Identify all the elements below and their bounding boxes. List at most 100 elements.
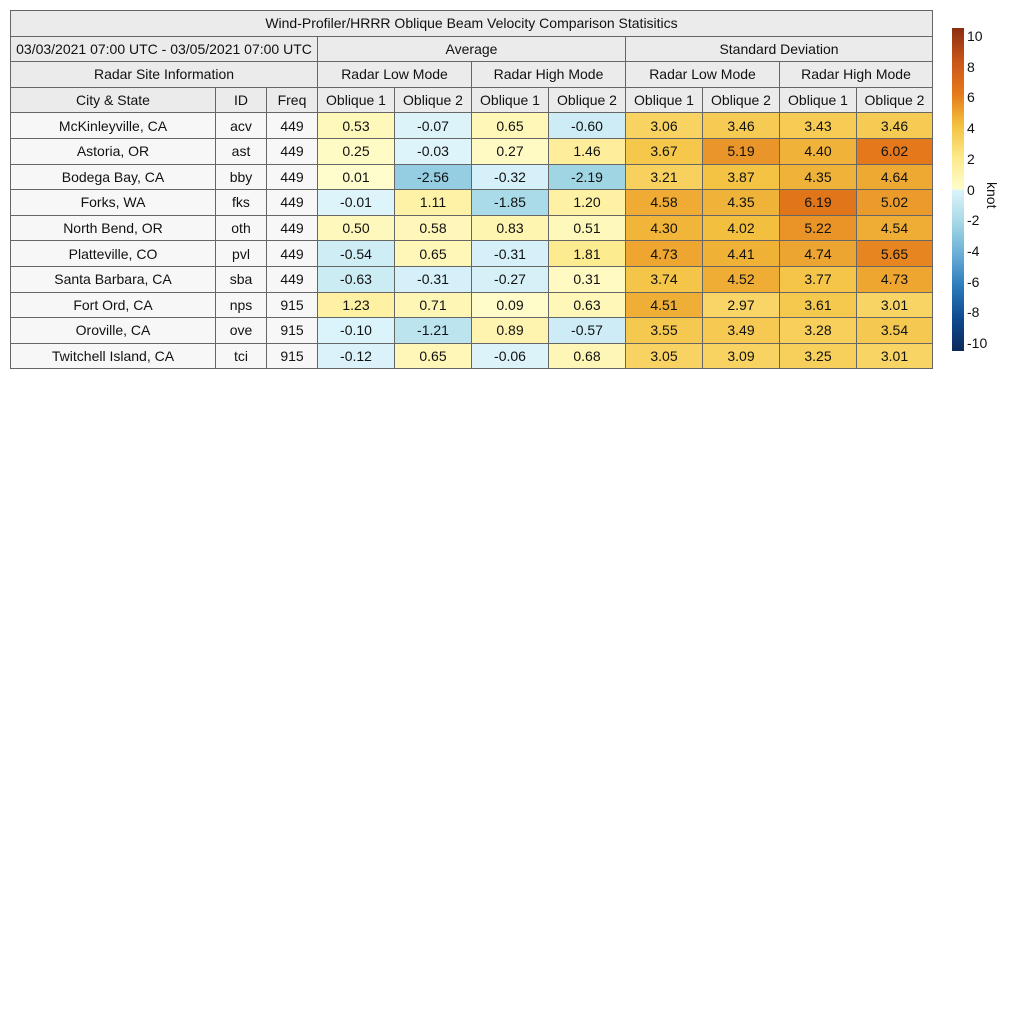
- value-cell: -2.19: [548, 163, 626, 191]
- table-title: Wind-Profiler/HRRR Oblique Beam Velocity…: [10, 10, 933, 37]
- site-city: Fort Ord, CA: [10, 291, 216, 319]
- value-cell: 3.55: [625, 317, 703, 344]
- site-info-header: Radar Site Information: [10, 61, 318, 88]
- value-cell: 3.46: [856, 112, 933, 139]
- colorbar-tick: -8: [967, 304, 980, 321]
- value-cell: 1.11: [394, 189, 472, 216]
- site-city: Astoria, OR: [10, 137, 216, 165]
- colorbar-tick: 10: [967, 28, 983, 44]
- site-freq: 449: [266, 137, 318, 165]
- column-header: Oblique 1: [779, 86, 857, 114]
- value-cell: 0.65: [394, 240, 472, 267]
- site-id: sba: [215, 265, 267, 293]
- table-row: Santa Barbara, CA sba 449 -0.63 -0.31 -0.27 0.…: [10, 265, 933, 293]
- site-freq: 915: [266, 317, 318, 344]
- value-cell: -0.27: [471, 265, 549, 293]
- value-cell: 3.25: [779, 342, 857, 370]
- value-cell: 3.54: [856, 317, 933, 344]
- value-cell: 5.65: [856, 240, 933, 267]
- subgroup-header: Radar Low Mode: [625, 61, 780, 88]
- column-header: Oblique 2: [856, 86, 933, 114]
- site-freq: 449: [266, 163, 318, 191]
- value-cell: 3.46: [702, 112, 780, 139]
- value-cell: 3.28: [779, 317, 857, 344]
- colorbar-label: knot: [984, 182, 1000, 209]
- value-cell: 4.64: [856, 163, 933, 191]
- colorbar-tick: 2: [967, 150, 975, 167]
- column-header: Oblique 2: [702, 86, 780, 114]
- value-cell: 6.02: [856, 137, 933, 165]
- site-freq: 449: [266, 265, 318, 293]
- table-row: Forks, WA fks 449 -0.01 1.11 -1.85 1.20 4.58 4.3…: [10, 189, 933, 216]
- value-cell: 0.25: [317, 137, 395, 165]
- value-cell: 3.09: [702, 342, 780, 370]
- value-cell: 3.77: [779, 265, 857, 293]
- value-cell: 0.53: [317, 112, 395, 139]
- value-cell: 3.05: [625, 342, 703, 370]
- table-row: Fort Ord, CA nps 915 1.23 0.71 0.09 0.63 4.51 2.…: [10, 291, 933, 319]
- value-cell: 4.35: [779, 163, 857, 191]
- value-cell: 6.19: [779, 189, 857, 216]
- value-cell: 1.46: [548, 137, 626, 165]
- site-city: Santa Barbara, CA: [10, 265, 216, 293]
- value-cell: 3.49: [702, 317, 780, 344]
- colorbar-tick: -10: [967, 335, 988, 351]
- site-id: fks: [215, 189, 267, 216]
- site-id: acv: [215, 112, 267, 139]
- value-cell: 5.19: [702, 137, 780, 165]
- colorbar-tick: 0: [967, 181, 975, 198]
- column-header: City & State: [10, 86, 216, 114]
- value-cell: 0.83: [471, 214, 549, 242]
- value-cell: -0.31: [394, 265, 472, 293]
- value-cell: 5.02: [856, 189, 933, 216]
- value-cell: 3.61: [779, 291, 857, 319]
- value-cell: 4.51: [625, 291, 703, 319]
- site-city: McKinleyville, CA: [10, 112, 216, 139]
- site-id: tci: [215, 342, 267, 370]
- subgroup-header: Radar High Mode: [779, 61, 933, 88]
- value-cell: 4.41: [702, 240, 780, 267]
- value-cell: 4.54: [856, 214, 933, 242]
- value-cell: -1.85: [471, 189, 549, 216]
- column-header: Oblique 1: [471, 86, 549, 114]
- value-cell: -0.12: [317, 342, 395, 370]
- site-city: Oroville, CA: [10, 317, 216, 344]
- value-cell: -0.10: [317, 317, 395, 344]
- value-cell: -1.21: [394, 317, 472, 344]
- site-freq: 449: [266, 189, 318, 216]
- value-cell: 4.73: [625, 240, 703, 267]
- value-cell: 0.63: [548, 291, 626, 319]
- value-cell: -0.01: [317, 189, 395, 216]
- value-cell: 0.50: [317, 214, 395, 242]
- value-cell: -0.63: [317, 265, 395, 293]
- value-cell: -0.54: [317, 240, 395, 267]
- value-cell: 3.87: [702, 163, 780, 191]
- value-cell: -0.03: [394, 137, 472, 165]
- value-cell: -0.07: [394, 112, 472, 139]
- table-row: Astoria, OR ast 449 0.25 -0.03 0.27 1.46 3.67 5.…: [10, 137, 933, 165]
- value-cell: 0.65: [471, 112, 549, 139]
- site-freq: 449: [266, 240, 318, 267]
- colorbar-tick: -4: [967, 242, 980, 259]
- colorbar-tick: -2: [967, 212, 980, 229]
- value-cell: 4.40: [779, 137, 857, 165]
- date-range: 03/03/2021 07:00 UTC - 03/05/2021 07:00 …: [10, 35, 318, 63]
- table-row: Oroville, CA ove 915 -0.10 -1.21 0.89 -0.57 3.5…: [10, 317, 933, 344]
- value-cell: 3.21: [625, 163, 703, 191]
- value-cell: 4.35: [702, 189, 780, 216]
- value-cell: 2.97: [702, 291, 780, 319]
- site-city: North Bend, OR: [10, 214, 216, 242]
- value-cell: 3.01: [856, 291, 933, 319]
- value-cell: -0.32: [471, 163, 549, 191]
- value-cell: 0.89: [471, 317, 549, 344]
- value-cell: 1.23: [317, 291, 395, 319]
- site-id: oth: [215, 214, 267, 242]
- column-header: Oblique 1: [625, 86, 703, 114]
- site-id: pvl: [215, 240, 267, 267]
- value-cell: -2.56: [394, 163, 472, 191]
- site-freq: 915: [266, 342, 318, 370]
- value-cell: 1.81: [548, 240, 626, 267]
- colorbar-tick: -6: [967, 273, 980, 290]
- colorbar: [952, 28, 964, 351]
- subgroup-header: Radar Low Mode: [317, 61, 472, 88]
